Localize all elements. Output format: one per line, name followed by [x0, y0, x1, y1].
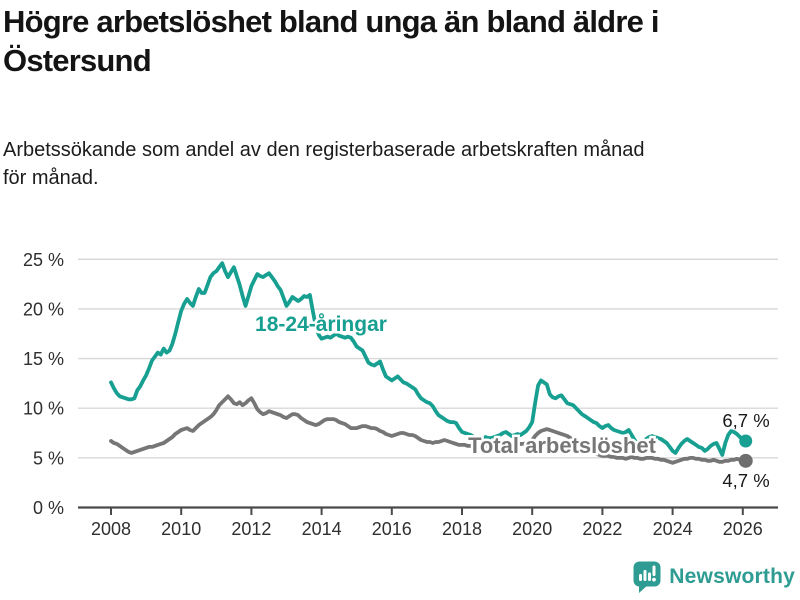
series-inline-label-youth: 18-24-åringar — [255, 313, 387, 336]
x-axis-tick-label: 2008 — [91, 519, 131, 539]
y-axis-tick-label: 10 % — [23, 399, 64, 419]
y-axis-tick-label: 25 % — [23, 250, 64, 270]
page-title: Högre arbetslöshet bland unga än bland ä… — [3, 4, 659, 78]
x-axis-tick-label: 2020 — [512, 519, 552, 539]
series-end-dot-youth — [739, 434, 753, 448]
logo-text: Newsworthy — [669, 565, 795, 588]
x-axis-tick-label: 2010 — [161, 519, 201, 539]
y-axis-tick-label: 5 % — [33, 448, 64, 468]
x-axis-tick-label: 2016 — [372, 519, 412, 539]
y-axis-tick-label: 0 % — [33, 498, 64, 518]
series-end-value-label-youth: 6,7 % — [722, 410, 769, 431]
series-line-total — [109, 394, 748, 465]
x-axis-tick-label: 2012 — [231, 519, 271, 539]
series-line-youth — [109, 261, 748, 457]
x-axis-tick-label: 2024 — [653, 519, 693, 539]
series-end-value-label-total: 4,7 % — [722, 470, 769, 491]
series-inline-label-total: Total arbetslöshet — [468, 433, 657, 458]
y-axis-tick-label: 20 % — [23, 299, 64, 319]
x-axis-tick-label: 2026 — [723, 519, 763, 539]
x-axis-tick-label: 2018 — [442, 519, 482, 539]
series-end-dot-total — [738, 453, 753, 468]
bar-chart-speech-bubble-icon — [633, 561, 661, 593]
x-axis-tick-label: 2022 — [582, 519, 622, 539]
newsworthy-logo: Newsworthy — [632, 560, 795, 594]
y-axis-tick-label: 15 % — [23, 349, 64, 369]
x-axis-tick-label: 2014 — [302, 519, 342, 539]
chart-subtitle: Arbetssökande som andel av den registerb… — [3, 139, 645, 189]
